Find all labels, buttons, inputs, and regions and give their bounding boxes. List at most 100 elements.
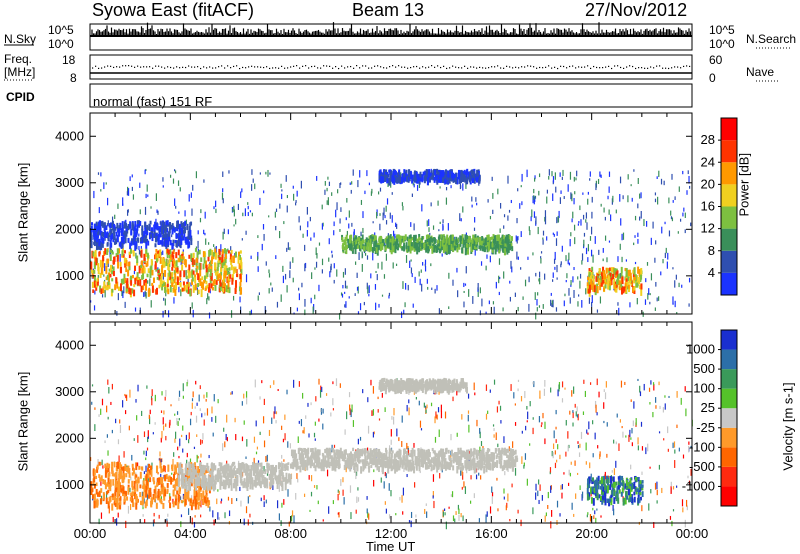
scatter-point (98, 518, 100, 525)
scatter-point (224, 512, 226, 519)
feature-cell (155, 258, 158, 263)
scatter-point (157, 210, 159, 215)
scatter-point (110, 401, 112, 405)
feature-cell (141, 228, 144, 235)
feature-cell (99, 272, 102, 278)
scatter-point (561, 381, 564, 388)
feature-cell (188, 254, 191, 259)
feature-cell (429, 237, 432, 246)
scatter-point (141, 410, 143, 416)
feature-cell (413, 234, 416, 239)
scatter-point (585, 288, 587, 295)
feature-cell (176, 462, 179, 468)
scatter-point (573, 386, 575, 394)
scatter-point (582, 411, 585, 415)
feature-cell (114, 497, 117, 503)
scatter-point (585, 247, 588, 255)
feature-cell (118, 468, 121, 477)
scatter-point (503, 436, 505, 443)
feature-cell (186, 236, 189, 241)
feature-cell (230, 264, 233, 271)
scatter-point (404, 302, 406, 308)
scatter-point (115, 418, 117, 424)
feature-cell (167, 464, 170, 472)
feature-cell (635, 280, 638, 288)
scatter-point (324, 189, 326, 195)
scatter-point (442, 219, 444, 224)
scatter-point (245, 230, 247, 235)
scatter-point (255, 420, 257, 427)
scatter-point (173, 297, 175, 304)
feature-cell (132, 502, 135, 507)
feature-cell (390, 246, 393, 255)
feature-cell (479, 246, 482, 251)
feature-cell (145, 283, 148, 291)
feature-cell (206, 271, 209, 278)
feature-cell (166, 488, 169, 493)
feature-cell (452, 237, 455, 246)
scatter-point (652, 411, 654, 418)
feature-cell (135, 228, 138, 236)
feature-cell (162, 492, 165, 498)
scatter-point (328, 181, 331, 187)
scatter-point (340, 292, 343, 296)
feature-cell (105, 265, 108, 274)
feature-cell (618, 286, 621, 291)
feature-cell (370, 243, 373, 252)
feature-cell (150, 230, 153, 235)
scatter-point (200, 499, 202, 508)
scatter-point (585, 442, 587, 451)
scatter-point (304, 244, 306, 251)
scatter-point (350, 189, 352, 194)
scatter-point (548, 169, 550, 176)
feature-cell (172, 258, 175, 264)
scatter-point (165, 289, 167, 297)
scatter-point (448, 306, 450, 309)
feature-cell (464, 241, 467, 248)
feature-cell (93, 493, 96, 501)
feature-cell (222, 259, 225, 264)
scatter-point (581, 491, 584, 499)
feature-cell (209, 269, 212, 277)
feature-cell (501, 234, 504, 239)
scatter-point (473, 227, 476, 231)
feature-cell (133, 237, 136, 246)
scatter-point (497, 443, 499, 448)
feature-cell (280, 466, 283, 471)
feature-cell (157, 233, 160, 240)
feature-cell (221, 257, 224, 263)
scatter-point (351, 222, 353, 227)
scatter-point (322, 423, 324, 430)
feature-cell (215, 475, 218, 481)
scatter-point (445, 186, 448, 191)
scatter-point (112, 516, 114, 523)
scatter-point (436, 414, 438, 420)
feature-cell (99, 259, 102, 268)
feature-cell (171, 261, 174, 267)
scatter-point (284, 433, 286, 441)
scatter-point (654, 198, 657, 203)
scatter-point (661, 226, 663, 234)
feature-cell (115, 231, 118, 237)
scatter-point (357, 286, 359, 294)
feature-cell (171, 251, 174, 258)
feature-cell (194, 499, 197, 507)
scatter-point (652, 221, 654, 229)
feature-cell (407, 464, 410, 472)
scatter-point (318, 284, 320, 292)
feature-cell (167, 263, 170, 271)
feature-cell (379, 173, 382, 179)
feature-cell (401, 173, 404, 180)
scatter-point (509, 280, 511, 284)
feature-cell (108, 268, 111, 272)
scatter-point (204, 412, 206, 416)
scatter-point (533, 188, 535, 194)
feature-cell (161, 270, 164, 274)
scatter-point (637, 238, 639, 244)
scatter-point (208, 296, 210, 301)
feature-cell (104, 463, 107, 469)
scatter-point (331, 250, 333, 254)
feature-cell (429, 172, 432, 181)
feature-cell (91, 269, 94, 278)
feature-cell (590, 271, 593, 276)
